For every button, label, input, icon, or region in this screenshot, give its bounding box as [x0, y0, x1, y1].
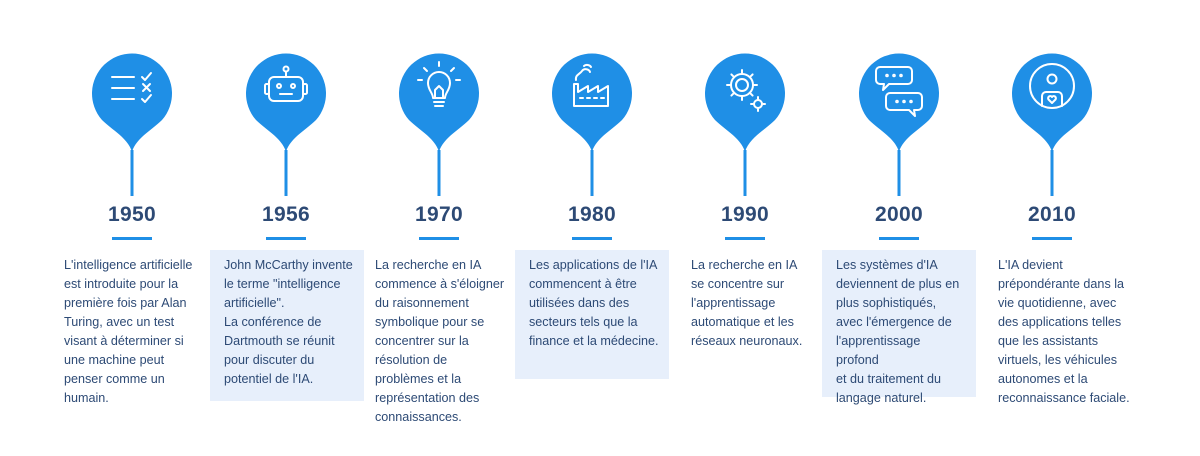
- milestone-description: John McCarthy invente le terme "intellig…: [210, 250, 364, 401]
- milestone-1980: 1980 Les applications de l'IA commencent…: [515, 0, 702, 456]
- year-underline: [1032, 237, 1072, 240]
- year-label: 2000: [875, 203, 923, 226]
- chat-bubbles-icon: [875, 66, 923, 117]
- assistant-icon: [1029, 63, 1075, 109]
- milestone-2000: 2000 Les systèmes d'IA deviennent de plu…: [822, 0, 1009, 456]
- gears-icon: [726, 69, 766, 112]
- milestone-1956: 1956 John McCarthy invente le terme "int…: [210, 0, 396, 456]
- milestone-description: Les applications de l'IA commencent à êt…: [515, 250, 669, 379]
- pin-marker: [849, 40, 949, 196]
- year-label: 1956: [262, 203, 310, 226]
- checklist-icon: [111, 72, 152, 103]
- factory-icon: [573, 63, 609, 107]
- year-underline: [419, 237, 459, 240]
- pin-marker: [695, 40, 795, 196]
- year-underline: [266, 237, 306, 240]
- pin-marker: [1002, 40, 1102, 196]
- year-label: 1980: [568, 203, 616, 226]
- robot-icon: [264, 65, 308, 102]
- year-underline: [725, 237, 765, 240]
- year-label: 1950: [108, 203, 156, 226]
- year-underline: [572, 237, 612, 240]
- pin-marker: [236, 40, 336, 196]
- milestone-description: La recherche en IA se concentre sur l'ap…: [691, 258, 803, 348]
- milestone-2010: 2010 L'IA devient prépondérante dans la …: [998, 0, 1162, 456]
- milestone-description: Les systèmes d'IA deviennent de plus en …: [822, 250, 976, 405]
- pin-marker: [389, 40, 489, 196]
- year-underline: [112, 237, 152, 240]
- milestone-description: L'intelligence artificielle est introdui…: [64, 258, 193, 405]
- pin-marker: [542, 40, 642, 196]
- milestone-1970: 1970 La recherche en IA commence à s'élo…: [375, 0, 549, 456]
- year-label: 2010: [1028, 203, 1076, 226]
- year-label: 1990: [721, 203, 769, 226]
- year-label: 1970: [415, 203, 463, 226]
- year-underline: [879, 237, 919, 240]
- lightbulb-icon: [417, 61, 461, 107]
- pin-marker: [82, 40, 182, 196]
- milestone-1990: 1990 La recherche en IA se concentre sur…: [691, 0, 855, 456]
- milestone-1950: 1950 L'intelligence artificielle est int…: [64, 0, 242, 456]
- milestone-description: La recherche en IA commence à s'éloigner…: [375, 258, 505, 424]
- milestone-description: L'IA devient prépondérante dans la vie q…: [998, 258, 1130, 405]
